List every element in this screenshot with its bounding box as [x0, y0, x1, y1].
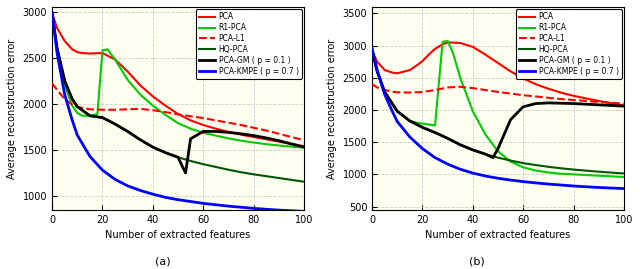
X-axis label: Number of extracted features: Number of extracted features [426, 230, 571, 240]
X-axis label: Number of extracted features: Number of extracted features [106, 230, 251, 240]
Legend: PCA, R1-PCA, PCA-L1, HQ-PCA, PCA-GM ( p = 0.1 ), PCA-KMPE ( p = 0.7 ): PCA, R1-PCA, PCA-L1, HQ-PCA, PCA-GM ( p … [196, 9, 301, 79]
Y-axis label: Average reconstruction error: Average reconstruction error [327, 38, 337, 179]
Y-axis label: Average reconstruction error: Average reconstruction error [7, 38, 17, 179]
Text: (b): (b) [469, 256, 484, 266]
Legend: PCA, R1-PCA, PCA-L1, HQ-PCA, PCA-GM ( p = 0.1 ), PCA-KMPE ( p = 0.7 ): PCA, R1-PCA, PCA-L1, HQ-PCA, PCA-GM ( p … [516, 9, 621, 79]
Text: (a): (a) [156, 256, 171, 266]
